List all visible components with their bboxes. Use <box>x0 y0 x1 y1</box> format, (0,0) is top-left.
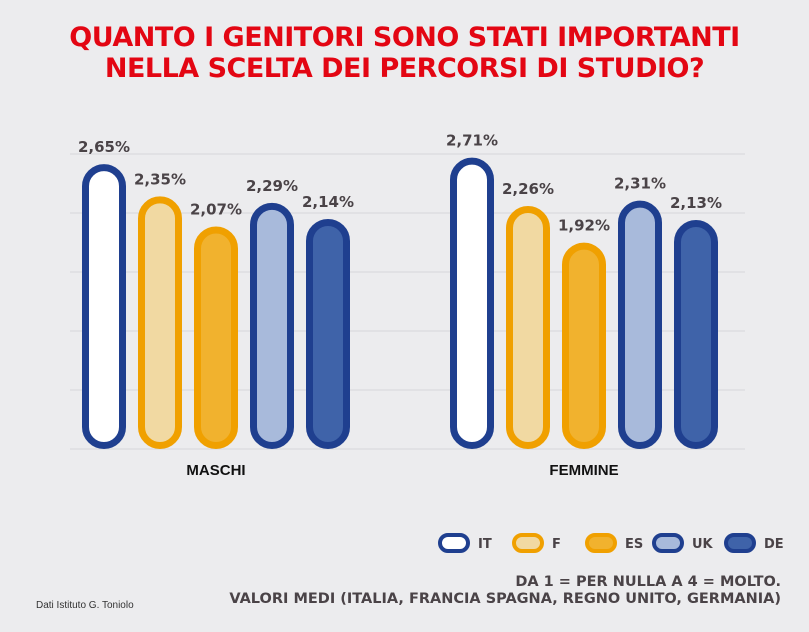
legend-swatch-uk <box>652 533 684 553</box>
legend-label: ES <box>625 537 643 552</box>
bar-de-femmine <box>674 220 718 449</box>
legend-label: UK <box>692 537 714 552</box>
legend-swatch-es <box>585 533 617 553</box>
bar-es-maschi <box>194 226 238 449</box>
data-label: 1,92% <box>558 217 610 235</box>
bar-es-femmine <box>562 242 606 449</box>
bar-de-maschi <box>306 218 350 449</box>
legend-swatch-f <box>512 533 544 553</box>
bar-uk-maschi <box>250 202 294 449</box>
data-label: 2,13% <box>670 194 722 212</box>
title-line-2: NELLA SCELTA DEI PERCORSI DI STUDIO? <box>104 53 705 84</box>
data-label: 2,65% <box>78 138 130 156</box>
legend-swatch-de <box>724 533 756 553</box>
bar-f-femmine <box>506 206 550 449</box>
data-label: 2,29% <box>246 177 298 195</box>
legend-label: IT <box>478 537 492 552</box>
note-line-1: DA 1 = PER NULLA A 4 = MOLTO. <box>515 574 781 590</box>
data-label: 2,26% <box>502 180 554 198</box>
category-label: FEMMINE <box>549 462 618 479</box>
data-label: 2,14% <box>302 193 354 211</box>
source-credit: Dati Istituto G. Toniolo <box>36 600 134 611</box>
bar-f-maschi <box>138 196 182 449</box>
legend-label: F <box>552 537 561 552</box>
data-label: 2,07% <box>190 200 242 218</box>
data-label: 2,71% <box>446 132 498 150</box>
note-line-2: VALORI MEDI (ITALIA, FRANCIA SPAGNA, REG… <box>229 591 781 607</box>
data-label: 2,35% <box>134 170 186 188</box>
scale-note: DA 1 = PER NULLA A 4 = MOLTO. VALORI MED… <box>229 574 781 608</box>
legend-label: DE <box>764 537 784 552</box>
bar-it-maschi <box>82 164 126 449</box>
bar-uk-femmine <box>618 200 662 449</box>
title-line-1: QUANTO I GENITORI SONO STATI IMPORTANTI <box>69 22 740 53</box>
chart-title: QUANTO I GENITORI SONO STATI IMPORTANTI … <box>0 22 809 84</box>
legend-swatch-it <box>438 533 470 553</box>
category-label: MASCHI <box>186 462 245 479</box>
data-label: 2,31% <box>614 175 666 193</box>
bar-it-femmine <box>450 157 494 450</box>
